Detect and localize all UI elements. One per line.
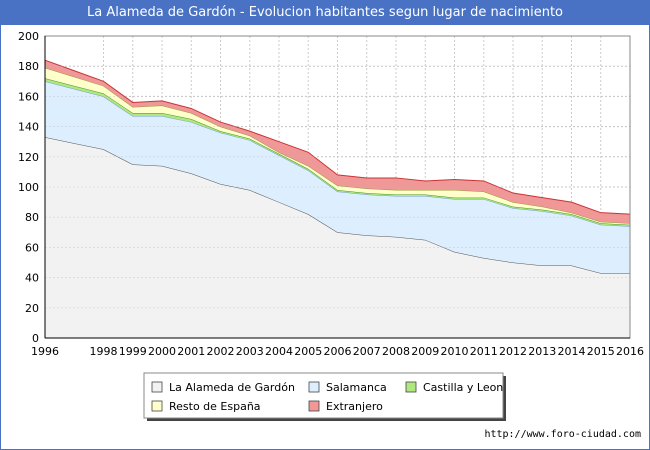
footer-url[interactable]: http://www.foro-ciudad.com: [484, 429, 641, 440]
x-tick-label: 2007: [353, 345, 381, 358]
y-tick-label: 100: [18, 181, 39, 194]
y-tick-label: 140: [18, 121, 39, 134]
x-tick-label: 2010: [441, 345, 469, 358]
x-tick-label: 2004: [265, 345, 293, 358]
x-tick-label: 2012: [499, 345, 527, 358]
legend-swatch: [151, 400, 163, 412]
legend: La Alameda de Gardón Salamanca Castilla y …: [143, 372, 506, 421]
series-area-4: [45, 60, 630, 224]
x-tick-label: 1999: [119, 345, 147, 358]
series-area-0: [45, 137, 630, 338]
y-tick-label: 60: [25, 241, 39, 254]
series-area-1: [45, 81, 630, 274]
legend-swatch: [151, 381, 163, 393]
x-tick-label: 2014: [558, 345, 586, 358]
x-tick-label: 2016: [616, 345, 644, 358]
legend-swatch: [405, 381, 417, 393]
x-tick-label: 1998: [90, 345, 118, 358]
x-tick-label: 2001: [177, 345, 205, 358]
x-tick-label: 2005: [294, 345, 322, 358]
x-tick-label: 2003: [236, 345, 264, 358]
x-tick-label: 2011: [470, 345, 498, 358]
x-tick-label: 2002: [207, 345, 235, 358]
x-tick-label: 2006: [324, 345, 352, 358]
legend-swatch: [308, 381, 320, 393]
legend-swatch: [308, 400, 320, 412]
x-tick-label: 2000: [148, 345, 176, 358]
legend-label: La Alameda de Gardón: [169, 381, 295, 394]
x-tick-label: 1996: [31, 345, 59, 358]
x-tick-label: 2013: [528, 345, 556, 358]
series-line-4: [44, 59, 631, 215]
x-tick-label: 2008: [382, 345, 410, 358]
y-tick-label: 160: [18, 90, 39, 103]
legend-label: Resto de España: [169, 400, 261, 413]
legend-box: [143, 372, 504, 419]
y-tick-label: 180: [18, 60, 39, 73]
legend-label: Castilla y Leon: [423, 381, 503, 394]
y-tick-label: 200: [18, 30, 39, 43]
legend-label: Salamanca: [326, 381, 387, 394]
y-tick-label: 20: [25, 302, 39, 315]
y-tick-label: 80: [25, 211, 39, 224]
y-tick-label: 0: [32, 332, 39, 345]
legend-label: Extranjero: [326, 400, 383, 413]
y-tick-label: 40: [25, 272, 39, 285]
y-tick-label: 120: [18, 151, 39, 164]
x-tick-label: 2015: [587, 345, 615, 358]
chart-title: La Alameda de Gardón - Evolucion habitan…: [1, 1, 649, 25]
x-tick-label: 2009: [411, 345, 439, 358]
